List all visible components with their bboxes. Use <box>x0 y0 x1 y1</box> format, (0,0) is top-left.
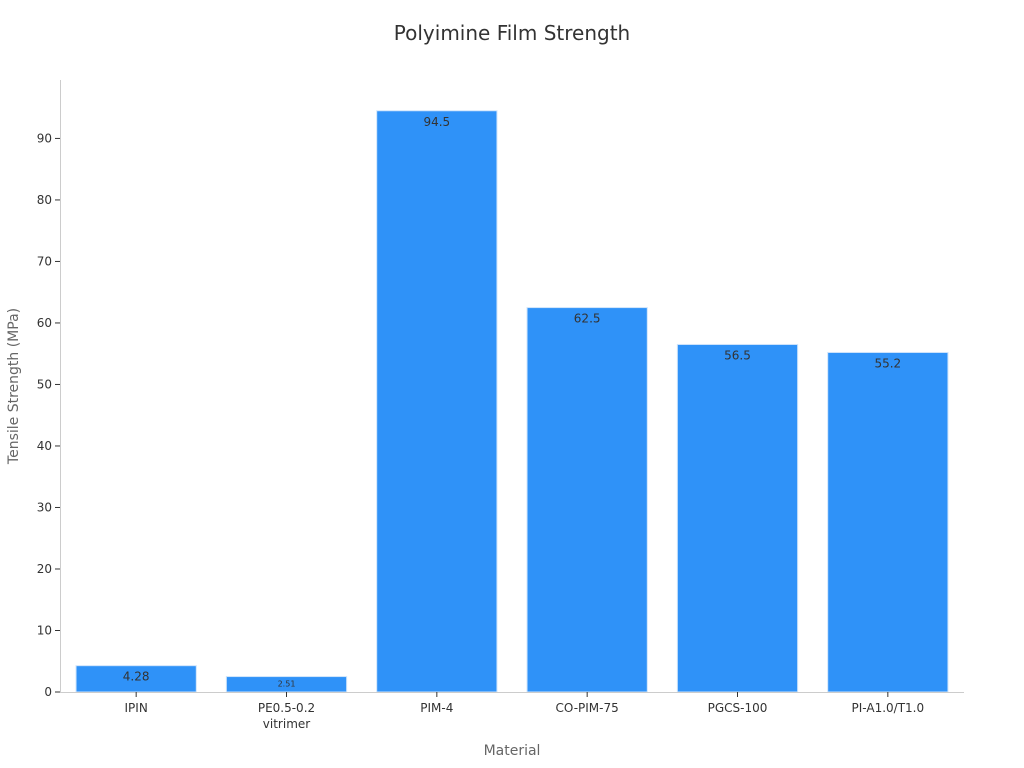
data-labels-group: 4.28 2.51 94.5 62.5 56.5 55.2 <box>123 115 901 689</box>
y-axis-ticks: 0 10 20 30 40 50 60 70 80 90 <box>37 131 60 699</box>
x-tick-label: PIM-4 <box>420 701 453 715</box>
y-axis-title: Tensile Strength (MPa) <box>6 308 22 465</box>
x-tick-label: PE0.5-0.2 vitrimer <box>258 701 315 731</box>
bars-group <box>75 110 949 693</box>
y-tick-label: 0 <box>44 685 52 699</box>
y-tick-label: 30 <box>37 500 52 514</box>
data-label: 2.51 <box>278 680 296 689</box>
y-tick-label: 80 <box>37 193 52 207</box>
y-tick-label: 10 <box>37 623 52 637</box>
y-tick-label: 70 <box>37 254 52 268</box>
y-tick-label: 40 <box>37 439 52 453</box>
bar <box>676 343 799 693</box>
data-label: 94.5 <box>423 115 450 129</box>
bar <box>75 665 197 693</box>
x-tick-label: PI-A1.0/T1.0 <box>852 701 925 715</box>
bar <box>827 351 949 693</box>
x-axis-title: Material <box>484 743 541 759</box>
x-tick-label: IPIN <box>125 701 148 715</box>
x-axis-ticks: IPIN PE0.5-0.2 vitrimer PIM-4 CO-PIM-75 PGCS-… <box>125 692 925 731</box>
data-label: 4.28 <box>123 670 150 684</box>
data-label: 55.2 <box>874 356 901 370</box>
y-tick-label: 20 <box>37 562 52 576</box>
x-tick-label: CO-PIM-75 <box>556 701 619 715</box>
y-tick-label: 50 <box>37 377 52 391</box>
data-label: 62.5 <box>574 312 601 326</box>
bar <box>376 110 498 693</box>
y-tick-label: 90 <box>37 131 52 145</box>
bar <box>526 307 648 693</box>
x-tick-label: PGCS-100 <box>708 701 768 715</box>
chart-title: Polyimine Film Strength <box>394 21 630 45</box>
y-tick-label: 60 <box>37 316 52 330</box>
data-label: 56.5 <box>724 348 751 362</box>
